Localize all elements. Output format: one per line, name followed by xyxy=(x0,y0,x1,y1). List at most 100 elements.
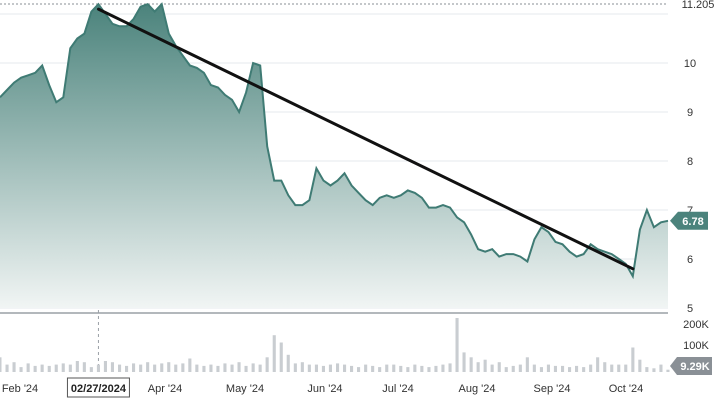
volume-bar xyxy=(652,368,656,372)
volume-bar xyxy=(244,365,248,372)
volume-bar xyxy=(202,365,206,372)
volume-bar xyxy=(110,362,114,372)
date-badge-label: 02/27/2024 xyxy=(71,383,127,395)
volume-bar xyxy=(561,365,565,372)
volume-bar xyxy=(539,367,543,372)
y-tick-label: 10 xyxy=(684,58,696,70)
volume-bar xyxy=(427,367,431,372)
volume-bar xyxy=(293,363,297,372)
x-tick-label: Apr '24 xyxy=(148,383,183,395)
volume-bar xyxy=(125,365,129,372)
y-tick-label: 6 xyxy=(687,254,693,266)
y-tick-label: 5 xyxy=(687,303,693,315)
volume-bar xyxy=(476,362,480,372)
volume-bar xyxy=(89,367,93,372)
volume-bar xyxy=(624,364,628,372)
volume-bar xyxy=(12,362,16,372)
last-volume-label: 9.29K xyxy=(680,361,709,373)
x-tick-label: May '24 xyxy=(226,383,264,395)
trendline xyxy=(96,7,635,271)
volume-bar xyxy=(209,364,213,372)
volume-bar xyxy=(223,363,227,372)
volume-bar xyxy=(139,364,143,372)
volume-bar xyxy=(371,365,375,372)
volume-bar xyxy=(490,364,494,372)
volume-bar xyxy=(160,363,164,372)
x-tick-label: Oct '24 xyxy=(609,383,644,395)
volume-bar xyxy=(568,367,572,372)
volume-bar xyxy=(497,362,501,372)
volume-bar xyxy=(237,362,241,372)
volume-bar xyxy=(230,364,234,372)
volume-bar xyxy=(645,367,649,372)
volume-bar xyxy=(413,364,417,372)
volume-bar xyxy=(441,364,445,372)
volume-bar xyxy=(286,354,290,372)
volume-bar xyxy=(314,364,318,372)
date-badge xyxy=(66,377,130,398)
volume-bar xyxy=(40,364,44,372)
volume-bar xyxy=(392,364,396,372)
volume-bar xyxy=(279,342,283,372)
volume-bar xyxy=(350,365,354,372)
volume-bar xyxy=(321,365,325,372)
volume-bar xyxy=(336,363,340,372)
x-axis-ticks: Feb '24 Apr '24 May '24 Jun '24 Jul '24 Aug '… xyxy=(2,383,643,395)
volume-bar xyxy=(511,365,515,372)
volume-bar xyxy=(153,364,157,372)
volume-bars xyxy=(0,318,670,372)
volume-bar xyxy=(638,359,642,372)
volume-bar xyxy=(167,362,171,372)
volume-bar xyxy=(33,365,37,372)
volume-bar xyxy=(617,364,621,372)
volume-bar xyxy=(61,363,65,372)
volume-bar xyxy=(525,357,529,372)
volume-bar xyxy=(82,362,86,372)
volume-bar xyxy=(5,364,9,372)
volume-bar xyxy=(406,367,410,372)
volume-bar xyxy=(582,367,586,372)
volume-bar xyxy=(455,318,459,372)
volume-bar xyxy=(518,364,522,372)
x-tick-label: Jul '24 xyxy=(382,383,413,395)
volume-bar xyxy=(188,358,192,372)
volume-bar xyxy=(343,364,347,372)
volume-bar xyxy=(26,363,30,372)
volume-bar xyxy=(19,367,23,372)
x-tick-label: Aug '24 xyxy=(459,383,496,395)
volume-tick-label: 200K xyxy=(683,319,709,331)
volume-bar xyxy=(96,364,100,372)
volume-bar xyxy=(553,365,557,372)
volume-bar xyxy=(251,363,255,372)
volume-bar xyxy=(68,364,72,372)
volume-bar xyxy=(307,364,311,372)
x-tick-label: Sep '24 xyxy=(534,383,571,395)
volume-bar xyxy=(504,367,508,372)
volume-bar xyxy=(575,365,579,372)
volume-bar xyxy=(462,352,466,372)
volume-bar xyxy=(265,357,269,372)
volume-bar xyxy=(103,361,107,372)
volume-bar xyxy=(659,364,663,372)
volume-bar xyxy=(75,361,79,372)
x-tick-label: Jun '24 xyxy=(307,383,342,395)
volume-bar xyxy=(132,363,136,372)
volume-bar xyxy=(174,364,178,372)
y-tick-label: 8 xyxy=(687,156,693,168)
volume-bar xyxy=(54,364,58,372)
volume-bar xyxy=(258,364,262,372)
volume-bar xyxy=(469,357,473,372)
volume-tick-label: 100K xyxy=(683,340,709,352)
price-area xyxy=(0,2,669,308)
volume-bar xyxy=(399,365,403,372)
volume-bar xyxy=(146,362,150,372)
y-tick-label: 9 xyxy=(687,107,693,119)
volume-bar xyxy=(385,364,389,372)
price-fill xyxy=(0,4,668,308)
volume-bar xyxy=(0,357,2,372)
volume-bar xyxy=(272,335,276,372)
volume-bar xyxy=(448,363,452,372)
last-volume-badge xyxy=(670,357,712,375)
